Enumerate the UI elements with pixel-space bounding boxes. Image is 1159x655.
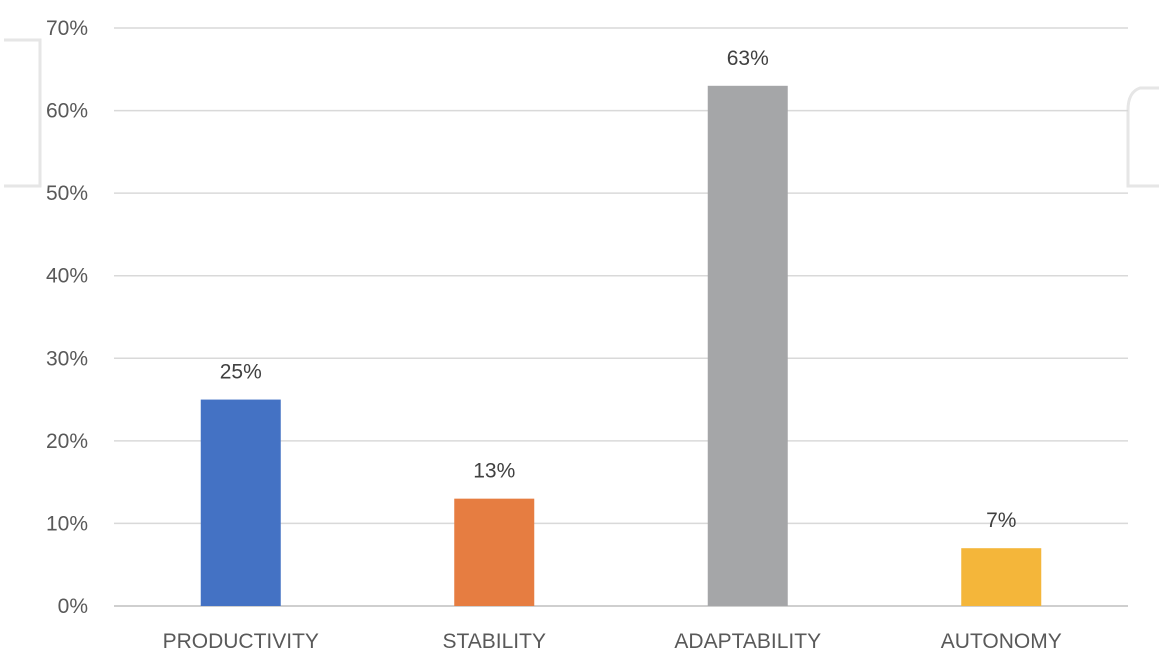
x-tick-label: ADAPTABILITY [674, 630, 821, 653]
data-labels: 25% 13% 63% 7% [220, 47, 1017, 532]
data-label-productivity: 25% [220, 361, 262, 384]
bar-autonomy [961, 548, 1042, 606]
data-label-autonomy: 7% [986, 509, 1016, 532]
y-tick-label: 50% [46, 182, 88, 205]
x-tick-label: AUTONOMY [941, 630, 1062, 653]
watermark-logo [4, 38, 1159, 188]
gridlines [114, 27, 1128, 607]
y-tick-label: 10% [46, 512, 88, 535]
data-label-adaptability: 63% [727, 47, 769, 70]
y-tick-label: 0% [58, 595, 88, 618]
y-tick-label: 40% [46, 265, 88, 288]
x-tick-label: STABILITY [443, 630, 546, 653]
y-axis-tick-labels: 0% 10% 20% 30% 40% 50% 60% 70% [46, 17, 88, 618]
bar-adaptability [707, 85, 788, 607]
y-tick-label: 30% [46, 347, 88, 370]
x-axis-tick-labels: PRODUCTIVITY STABILITY ADAPTABILITY AUTONOM… [163, 630, 1062, 653]
y-tick-label: 70% [46, 17, 88, 40]
bars [200, 85, 1042, 607]
x-tick-label: PRODUCTIVITY [163, 630, 319, 653]
bar-productivity [200, 399, 281, 606]
y-tick-label: 60% [46, 100, 88, 123]
y-tick-label: 20% [46, 430, 88, 453]
bar-stability [454, 498, 535, 606]
data-label-stability: 13% [473, 460, 515, 483]
